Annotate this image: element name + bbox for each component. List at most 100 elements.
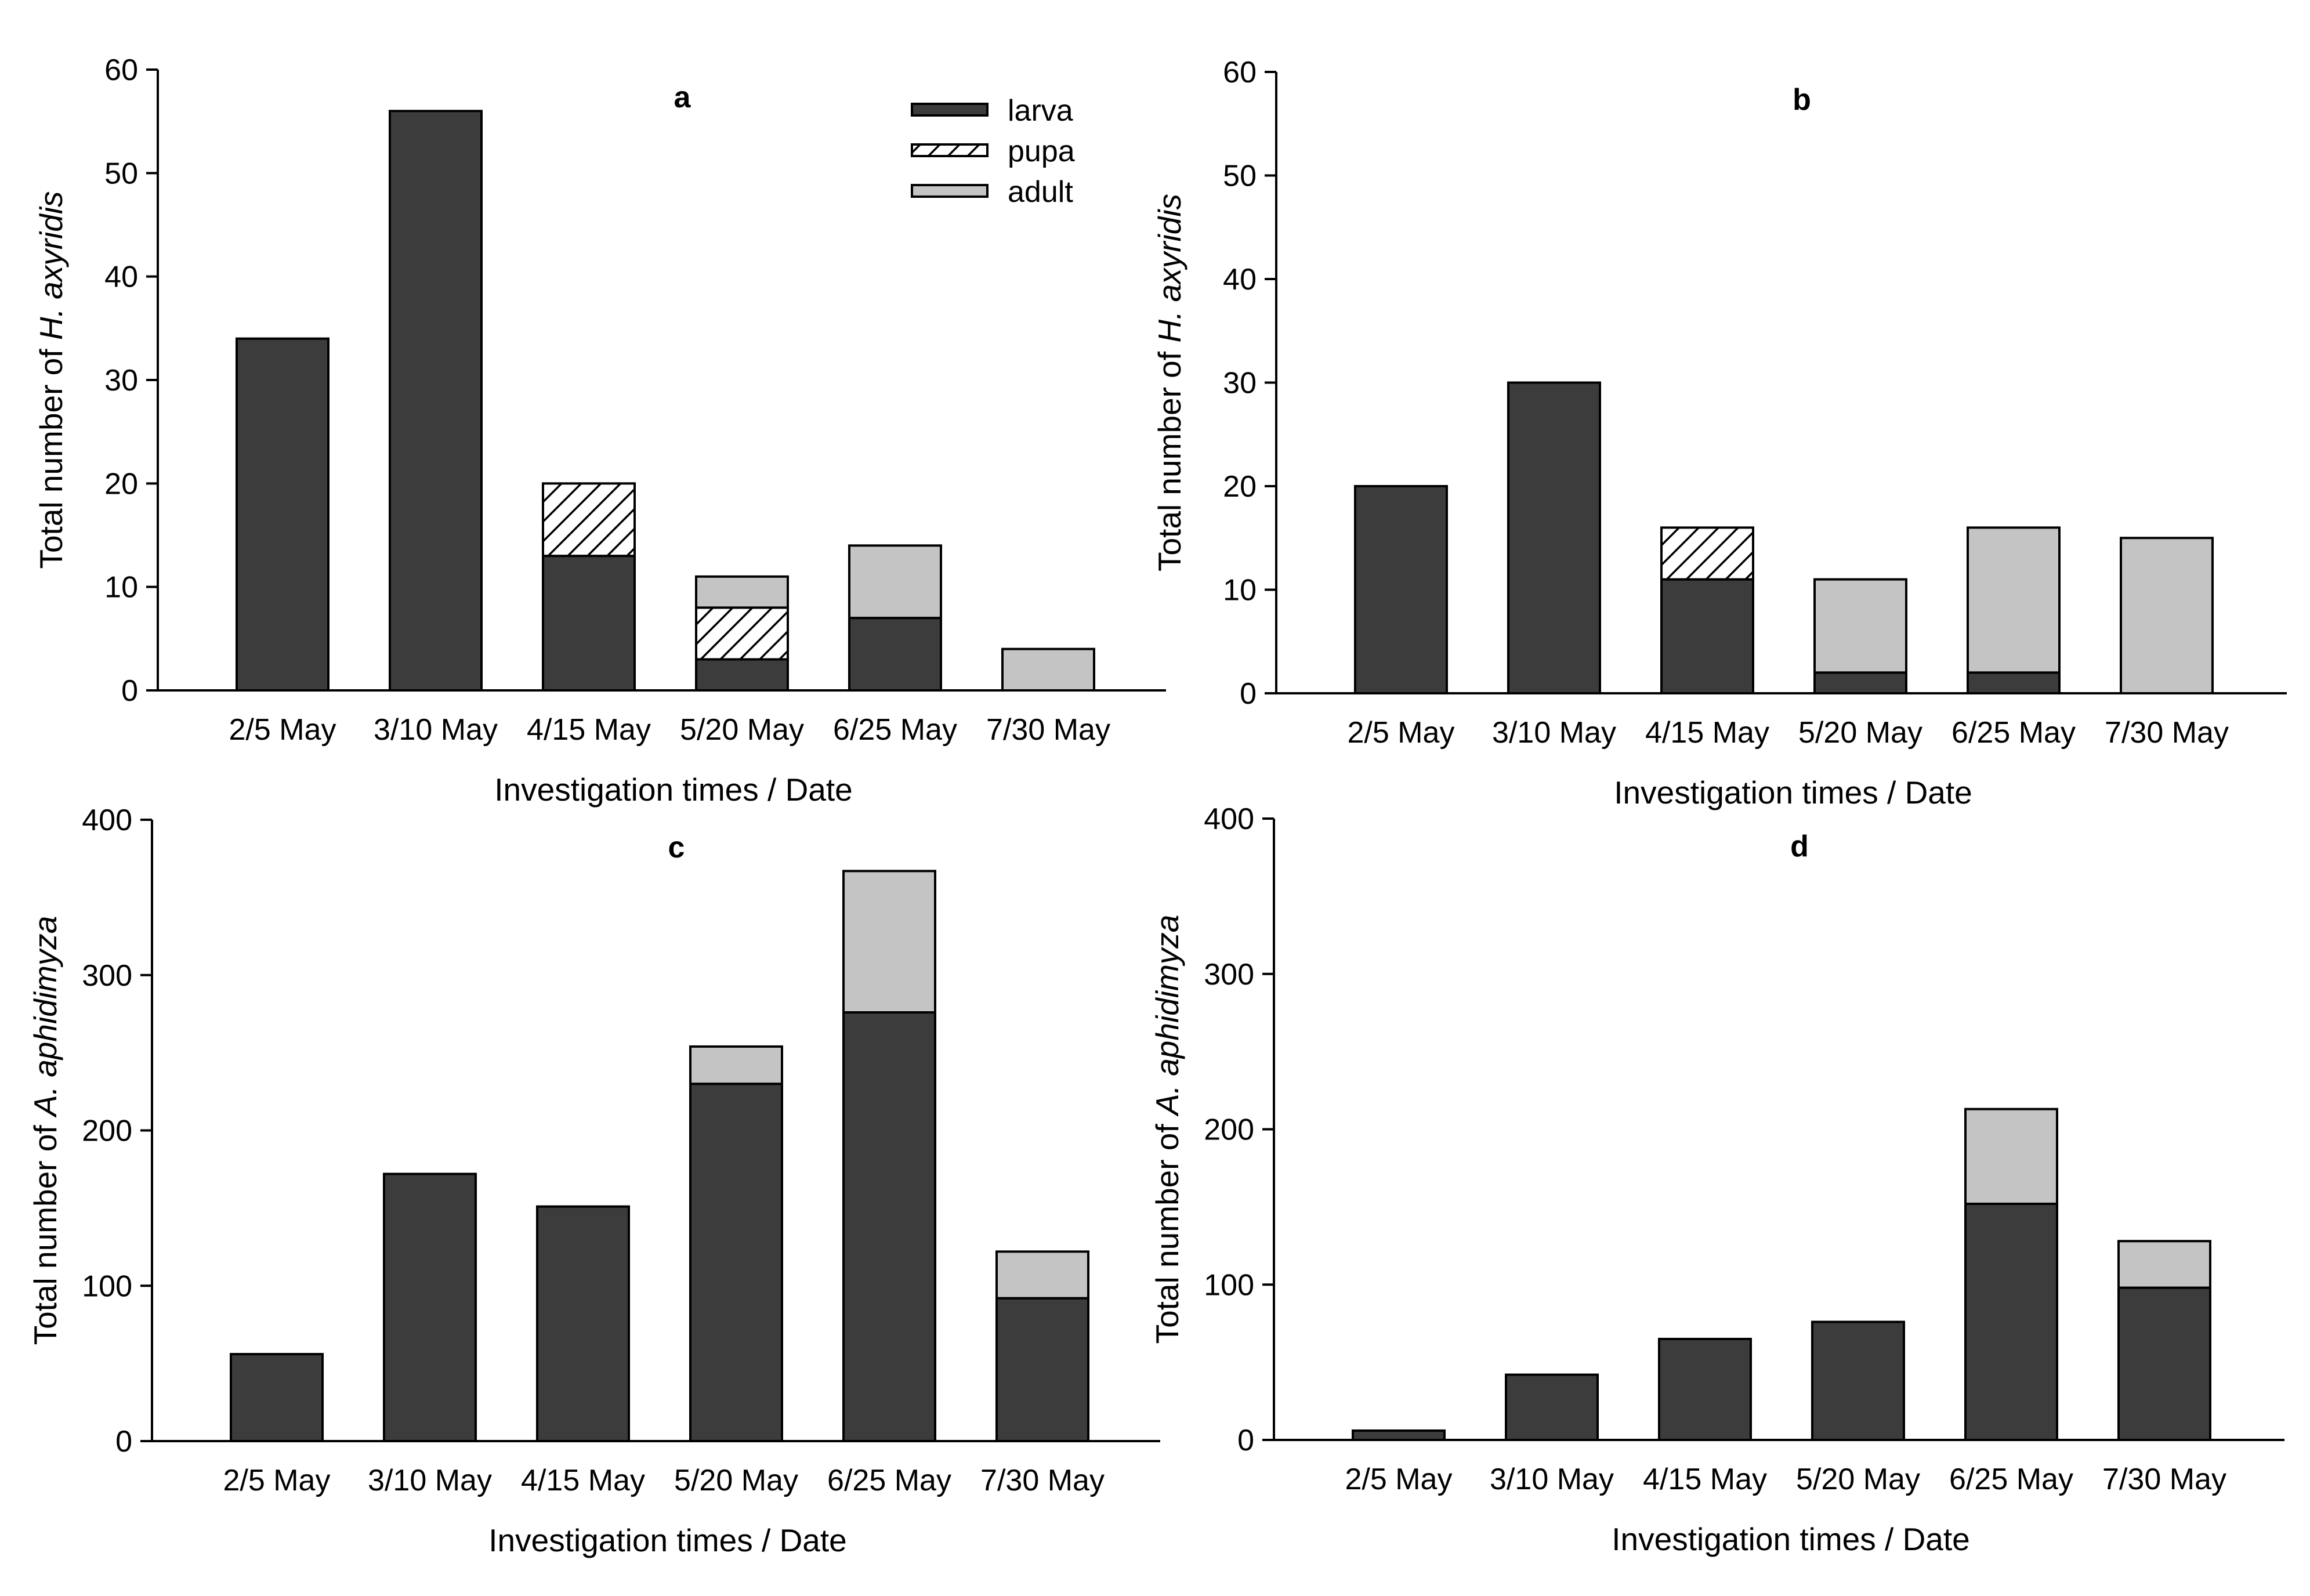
- panel-b-bar-adult: [1813, 578, 1907, 674]
- panel-a-y-tick-label: 10: [104, 571, 138, 605]
- panel-c-bar-larva: [842, 1011, 936, 1442]
- legend-swatch-adult: [911, 184, 989, 198]
- panel-a-x-tick-label: 6/25 May: [833, 713, 957, 747]
- panel-d-x-tick-label: 6/25 May: [1949, 1463, 2073, 1496]
- panel-b-bar-larva: [1813, 671, 1907, 695]
- panel-b-y-tick-label: 60: [1223, 56, 1257, 89]
- panel-b-y-axis-title: Total number of H. axyridis: [1152, 194, 1187, 571]
- panel-a-x-axis-title: Investigation times / Date: [494, 772, 853, 808]
- panel-c-bar-larva: [689, 1083, 783, 1443]
- legend-label-adult: adult: [1008, 175, 1073, 209]
- panel-d-x-tick-label: 2/5 May: [1345, 1463, 1453, 1496]
- panel-a-bar-adult: [695, 575, 789, 609]
- panel-c-bar-adult: [842, 870, 936, 1014]
- panel-c-bar-larva: [995, 1297, 1089, 1442]
- legend-label-larva: larva: [1008, 94, 1073, 128]
- panel-d-bar-larva: [1658, 1337, 1752, 1441]
- panel-c-x-tick-label: 4/15 May: [521, 1464, 645, 1497]
- panel-c-x-tick-label: 2/5 May: [223, 1464, 331, 1497]
- panel-b-bar-larva: [1660, 578, 1754, 695]
- panel-a-x-tick-label: 5/20 May: [680, 713, 804, 747]
- panel-b-x-tick-label: 7/30 May: [2105, 716, 2229, 750]
- panel-d-y-tick-label: 200: [1204, 1113, 1254, 1147]
- panel-b-bar-larva: [1507, 381, 1601, 694]
- panel-a-bar-larva: [695, 658, 789, 692]
- panel-c-letter: c: [668, 831, 685, 864]
- panel-b-x-tick-label: 2/5 May: [1348, 716, 1455, 750]
- panel-a-x-tick-label: 7/30 May: [986, 713, 1110, 747]
- panel-a-bar-adult: [1001, 647, 1095, 692]
- panel-d-y-tick-label: 0: [1237, 1424, 1254, 1457]
- panel-b-bar-larva: [1967, 671, 2061, 695]
- panel-a-y-tick-label: 50: [104, 157, 138, 190]
- panel-d-bar-larva: [1505, 1373, 1599, 1441]
- panel-d-x-tick-label: 7/30 May: [2102, 1463, 2226, 1496]
- panel-d-y-tick-label: 100: [1204, 1268, 1254, 1302]
- panel-b-x-tick-label: 6/25 May: [1951, 716, 2076, 750]
- panel-b-bar-adult: [2120, 537, 2214, 694]
- panel-b-y-tick-label: 20: [1223, 470, 1257, 504]
- panel-c-y-tick-label: 400: [82, 804, 132, 837]
- panel-b-bar-larva: [1354, 485, 1448, 694]
- panel-b-bar-adult: [1967, 526, 2061, 674]
- panel-a-x-tick-label: 4/15 May: [527, 713, 651, 747]
- panel-d-letter: d: [1790, 830, 1809, 863]
- panel-c-x-axis-title: Investigation times / Date: [488, 1522, 847, 1558]
- panel-d-x-tick-label: 4/15 May: [1643, 1463, 1767, 1496]
- panel-d-x-axis-title: Investigation times / Date: [1612, 1521, 1970, 1557]
- panel-a-y-tick-label: 0: [121, 674, 138, 708]
- panel-a-y-tick-label: 40: [104, 260, 138, 294]
- legend-swatch-pupa: [911, 143, 989, 157]
- panel-d-bar-larva: [1352, 1429, 1446, 1442]
- panel-d-x-tick-label: 5/20 May: [1796, 1463, 1920, 1496]
- panel-b-x-axis-title: Investigation times / Date: [1614, 775, 1972, 810]
- panel-a-bar-larva: [389, 110, 483, 692]
- panel-a-bar-larva: [542, 555, 636, 692]
- panel-b-x-tick-label: 5/20 May: [1798, 716, 1922, 750]
- panel-a-bar-larva: [236, 337, 330, 692]
- panel-b-y-tick-label: 50: [1223, 160, 1257, 193]
- panel-d-y-tick-label: 300: [1204, 958, 1254, 991]
- panel-a-x-tick-label: 2/5 May: [229, 713, 336, 747]
- panel-d-bar-larva: [2117, 1286, 2211, 1441]
- panel-d-bar-larva: [1964, 1203, 2058, 1442]
- panel-d-y-tick-label: 400: [1204, 802, 1254, 836]
- panel-c-bar-larva: [230, 1353, 324, 1443]
- panel-c-bar-adult: [995, 1250, 1089, 1300]
- panel-a-y-tick-label: 20: [104, 467, 138, 501]
- panel-a-bar-larva: [848, 617, 942, 692]
- panel-d-bar-larva: [1811, 1320, 1905, 1442]
- panel-c-bar-larva: [383, 1172, 477, 1442]
- panel-c-bar-larva: [536, 1205, 630, 1442]
- panel-b-y-tick-label: 0: [1240, 677, 1257, 711]
- panel-c-x-tick-label: 3/10 May: [368, 1464, 492, 1497]
- panel-a: 0 10 20 30 40 50 60 2/5 May 3/10 May 4/15 May 5/20…: [33, 53, 1166, 808]
- panel-c-x-tick-label: 5/20 May: [674, 1464, 798, 1497]
- panel-d: 0 100 200 300 400 2/5 May 3/10 May 4/15 May 5/20…: [1149, 802, 2284, 1557]
- panel-d-bar-adult: [2117, 1240, 2211, 1289]
- panel-c-x-tick-label: 7/30 May: [980, 1464, 1105, 1497]
- legend: larva pupa adult: [911, 94, 1075, 209]
- panel-c-y-axis-title: Total number of A. aphidimyza: [27, 916, 63, 1345]
- panel-d-bar-adult: [1964, 1108, 2058, 1206]
- panels: 0 10 20 30 40 50 60 2/5 May 3/10 May 4/15 May 5/20…: [27, 53, 2287, 1558]
- panel-b-y-tick-label: 10: [1223, 574, 1257, 607]
- panel-c-y-tick-label: 100: [82, 1269, 132, 1303]
- panel-d-y-axis-title: Total number of A. aphidimyza: [1149, 915, 1185, 1344]
- panel-b-x-tick-label: 4/15 May: [1645, 716, 1769, 750]
- legend-label-pupa: pupa: [1008, 135, 1075, 168]
- panel-a-letter: a: [674, 81, 691, 114]
- legend-swatch-larva: [911, 103, 989, 117]
- panel-a-y-tick-label: 30: [104, 364, 138, 397]
- panel-c-x-tick-label: 6/25 May: [827, 1464, 951, 1497]
- panel-c-bar-adult: [689, 1045, 783, 1085]
- panel-a-x-tick-label: 3/10 May: [374, 713, 498, 747]
- panel-d-x-tick-label: 3/10 May: [1490, 1463, 1614, 1496]
- panel-b-y-tick-label: 40: [1223, 263, 1257, 296]
- panel-b-letter: b: [1793, 83, 1811, 117]
- panel-c-y-tick-label: 0: [115, 1425, 132, 1459]
- panel-b-bar-pupa: [1660, 526, 1754, 581]
- panel-a-bar-pupa: [542, 482, 636, 558]
- panel-b: 0 10 20 30 40 50 60 2/5 May 3/10 May 4/15 May 5/20…: [1152, 56, 2287, 810]
- panel-b-x-tick-label: 3/10 May: [1492, 716, 1616, 750]
